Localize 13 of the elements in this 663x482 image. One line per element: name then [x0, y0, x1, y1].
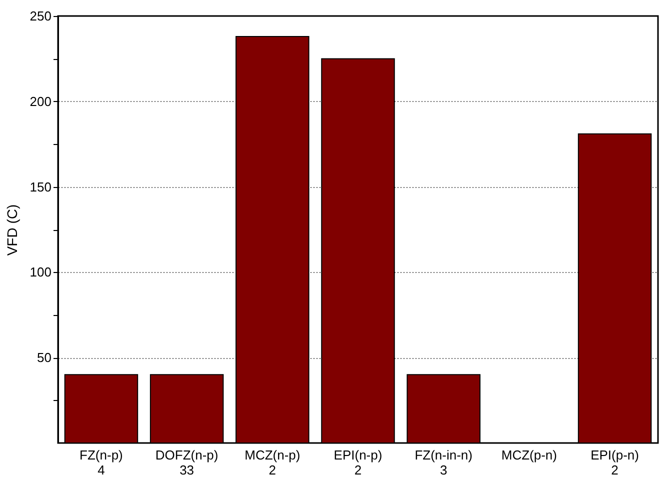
x-tick-label: MCZ(n-p) 2 [244, 448, 300, 478]
x-tick-label: FZ(n-p) 4 [80, 448, 123, 478]
y-tick-label: 150 [30, 179, 52, 194]
y-tick-label: 50 [37, 350, 52, 366]
y-axis-title: VFD (C) [4, 204, 20, 256]
y-tick-label: 250 [30, 8, 52, 24]
y-tick-label: 200 [30, 94, 52, 109]
x-tick-label: DOFZ(n-p) 33 [155, 448, 218, 478]
x-tick-label: EPI(p-n) 2 [590, 448, 639, 478]
x-tick-label: MCZ(p-n) [501, 448, 557, 462]
x-tick-label: FZ(n-in-n) 3 [414, 448, 472, 478]
x-tick-label: EPI(n-p) 2 [334, 448, 382, 478]
y-tick-label: 100 [30, 264, 52, 280]
